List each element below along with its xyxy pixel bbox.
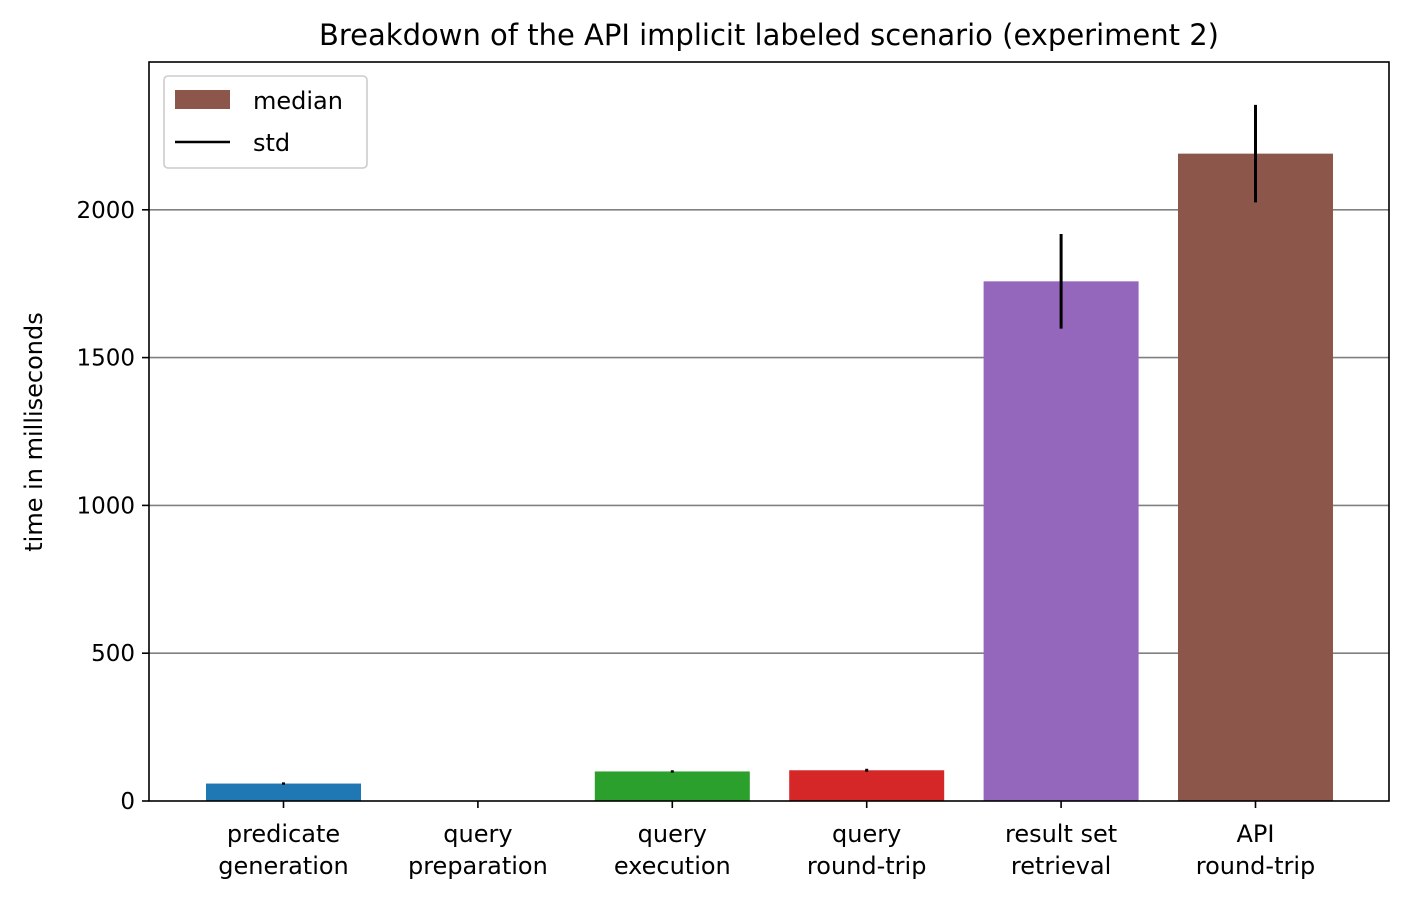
- bar: [206, 783, 361, 801]
- x-tick-label: API round-trip: [1196, 820, 1316, 880]
- y-tick-label: 500: [91, 641, 135, 667]
- x-tick-label-line: preparation: [408, 852, 548, 880]
- x-tick-label-line: retrieval: [1011, 852, 1111, 880]
- y-tick-label: 0: [120, 789, 135, 815]
- x-tick-label: predicate generation: [218, 820, 349, 880]
- x-tick-label: result set retrieval: [1005, 820, 1117, 880]
- legend: median std: [163, 75, 368, 169]
- x-tick-label-line: API: [1237, 820, 1275, 848]
- y-axis-label: time in milliseconds: [20, 312, 48, 552]
- x-tick-label-line: result set: [1005, 820, 1117, 848]
- plot-frame: [148, 61, 1390, 802]
- x-tick-label: query execution: [614, 820, 731, 880]
- x-tick-label-line: generation: [218, 852, 349, 880]
- legend-label: median: [253, 87, 343, 115]
- x-tick-label: query preparation: [408, 820, 548, 880]
- bar: [1178, 153, 1333, 802]
- error-bars: [282, 104, 1257, 785]
- x-tick-label-line: query: [638, 820, 707, 848]
- y-tick-label: 1000: [76, 493, 135, 519]
- x-tick-label-line: predicate: [227, 820, 340, 848]
- y-tick-label: 1500: [76, 346, 135, 372]
- y-axis-ticks: 0 500 1000 1500 2000: [76, 198, 149, 815]
- x-tick-label-line: round-trip: [807, 852, 927, 880]
- x-tick-label-line: query: [443, 820, 512, 848]
- x-tick-label-line: round-trip: [1196, 852, 1316, 880]
- bar: [594, 771, 750, 801]
- chart-title: Breakdown of the API implicit labeled sc…: [319, 18, 1219, 52]
- x-tick-label-line: execution: [614, 852, 731, 880]
- y-tick-label: 2000: [76, 198, 135, 224]
- bar: [789, 770, 945, 801]
- x-tick-label-line: query: [832, 820, 901, 848]
- x-tick-label: query round-trip: [807, 820, 927, 880]
- legend-swatch-median: [175, 90, 230, 109]
- bars: [206, 153, 1333, 802]
- legend-label: std: [253, 129, 290, 157]
- bar: [983, 281, 1139, 801]
